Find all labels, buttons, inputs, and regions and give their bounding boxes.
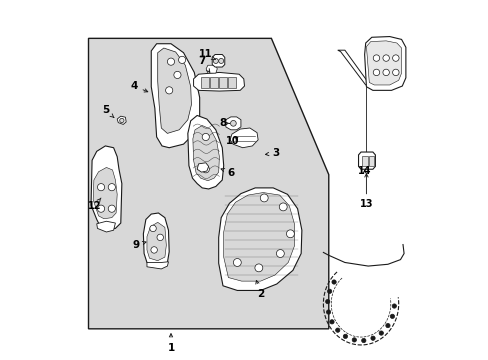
Text: 8: 8 bbox=[219, 118, 229, 128]
Circle shape bbox=[392, 69, 398, 76]
Text: 6: 6 bbox=[221, 168, 234, 178]
Polygon shape bbox=[158, 48, 191, 134]
Text: 14: 14 bbox=[357, 166, 370, 176]
Bar bbox=[201, 77, 208, 88]
Circle shape bbox=[202, 134, 209, 140]
Circle shape bbox=[361, 338, 365, 343]
Text: 7: 7 bbox=[197, 56, 209, 72]
Circle shape bbox=[174, 71, 181, 78]
Circle shape bbox=[286, 230, 294, 238]
Circle shape bbox=[279, 203, 286, 211]
Text: 13: 13 bbox=[359, 174, 372, 210]
Polygon shape bbox=[192, 126, 219, 181]
Circle shape bbox=[149, 225, 156, 231]
Polygon shape bbox=[151, 44, 199, 148]
Circle shape bbox=[151, 247, 157, 253]
Text: 11: 11 bbox=[199, 49, 215, 60]
Circle shape bbox=[167, 58, 174, 65]
Polygon shape bbox=[88, 39, 328, 329]
Polygon shape bbox=[364, 37, 405, 90]
Circle shape bbox=[202, 166, 209, 173]
Polygon shape bbox=[337, 50, 368, 85]
Circle shape bbox=[382, 69, 388, 76]
Polygon shape bbox=[93, 167, 117, 219]
Circle shape bbox=[391, 304, 396, 308]
Bar bbox=[362, 156, 367, 166]
Polygon shape bbox=[197, 163, 208, 172]
Circle shape bbox=[372, 69, 379, 76]
Circle shape bbox=[213, 58, 218, 63]
Polygon shape bbox=[117, 116, 126, 125]
Circle shape bbox=[276, 249, 284, 257]
Circle shape bbox=[233, 258, 241, 266]
Text: 4: 4 bbox=[130, 81, 147, 92]
Circle shape bbox=[382, 55, 388, 61]
Circle shape bbox=[120, 118, 124, 123]
Circle shape bbox=[331, 280, 336, 284]
Circle shape bbox=[351, 338, 356, 342]
Bar bbox=[209, 77, 217, 88]
Circle shape bbox=[97, 184, 104, 191]
Polygon shape bbox=[91, 146, 122, 229]
Circle shape bbox=[218, 58, 223, 63]
Text: 5: 5 bbox=[102, 105, 114, 118]
Circle shape bbox=[343, 334, 347, 338]
Circle shape bbox=[325, 310, 330, 314]
Polygon shape bbox=[225, 117, 241, 130]
Circle shape bbox=[108, 205, 115, 212]
Polygon shape bbox=[223, 193, 294, 281]
Circle shape bbox=[385, 323, 389, 328]
Text: 9: 9 bbox=[132, 240, 146, 250]
Circle shape bbox=[157, 234, 163, 240]
Bar bbox=[368, 156, 373, 166]
Circle shape bbox=[254, 264, 262, 272]
Circle shape bbox=[325, 300, 329, 304]
Text: 2: 2 bbox=[255, 280, 264, 299]
Text: 1: 1 bbox=[167, 334, 174, 353]
Circle shape bbox=[260, 194, 267, 202]
Bar bbox=[227, 77, 235, 88]
Circle shape bbox=[329, 320, 333, 324]
Circle shape bbox=[392, 55, 398, 61]
Polygon shape bbox=[147, 222, 166, 261]
Polygon shape bbox=[230, 128, 258, 148]
Circle shape bbox=[372, 55, 379, 61]
Polygon shape bbox=[366, 41, 401, 85]
Circle shape bbox=[378, 331, 383, 335]
Circle shape bbox=[327, 289, 331, 293]
Circle shape bbox=[97, 205, 104, 212]
Polygon shape bbox=[206, 65, 217, 73]
Circle shape bbox=[370, 336, 374, 340]
Circle shape bbox=[165, 87, 172, 94]
Circle shape bbox=[335, 328, 339, 332]
Circle shape bbox=[389, 314, 394, 319]
Polygon shape bbox=[212, 54, 224, 67]
Text: 12: 12 bbox=[88, 198, 101, 211]
Polygon shape bbox=[147, 262, 168, 269]
Circle shape bbox=[178, 56, 185, 63]
Text: 3: 3 bbox=[265, 148, 279, 158]
Circle shape bbox=[108, 184, 115, 191]
Polygon shape bbox=[187, 116, 223, 189]
Polygon shape bbox=[358, 152, 375, 169]
Text: 10: 10 bbox=[226, 136, 239, 145]
Polygon shape bbox=[193, 72, 244, 91]
Bar bbox=[218, 77, 226, 88]
Polygon shape bbox=[143, 213, 169, 267]
Circle shape bbox=[230, 121, 236, 126]
Polygon shape bbox=[218, 188, 301, 291]
Polygon shape bbox=[97, 221, 115, 232]
